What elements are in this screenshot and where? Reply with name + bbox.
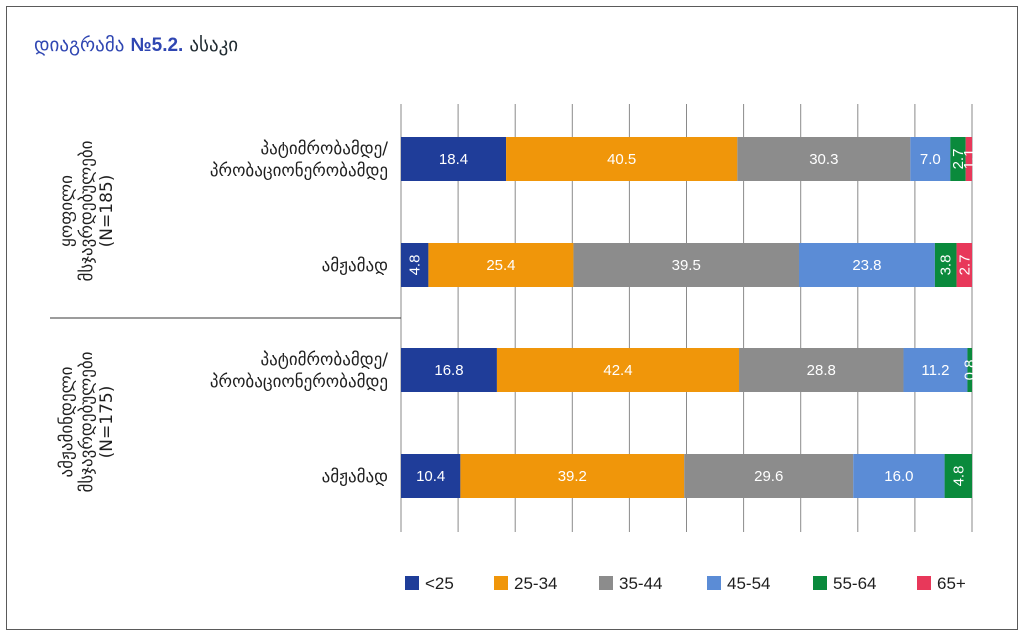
data-label: 40.5	[607, 151, 636, 168]
data-label: 11.2	[921, 362, 949, 379]
category-label: ამჟამად	[322, 256, 388, 276]
legend-label: 55-64	[833, 574, 876, 593]
bar-segment	[401, 137, 507, 181]
legend-label: 65+	[937, 574, 966, 593]
data-label: 3.8	[938, 255, 955, 276]
category-label: პატიმრობამდე/პრობაციონერობამდე	[210, 350, 388, 392]
category-label-line: პატიმრობამდე/	[260, 139, 388, 159]
bar-segment	[401, 348, 497, 392]
bar-segment	[401, 454, 461, 498]
title-text: ასაკი	[189, 34, 239, 56]
legend-label: <25	[425, 574, 454, 593]
bar-segment	[401, 243, 429, 287]
bar-segment	[684, 454, 854, 498]
category-label: პატიმრობამდე/პრობაციონერობამდე	[210, 139, 388, 181]
data-label: 25.4	[486, 257, 515, 274]
bar-segment	[853, 454, 945, 498]
group-label-line: ამჟამინდელი	[57, 367, 77, 478]
data-label: 42.4	[603, 362, 632, 379]
legend-swatch	[599, 576, 613, 590]
category-label-line: პრობაციონერობამდე	[210, 161, 388, 181]
bar-segment	[965, 137, 972, 181]
legend-label: 35-44	[619, 574, 662, 593]
legend-swatch	[494, 576, 508, 590]
group-label: ყოფილიმსჯავრდებულები(N=185)	[57, 141, 117, 282]
title-number: №5.2.	[130, 35, 184, 56]
bar-segment	[739, 348, 904, 392]
data-label: 39.5	[672, 257, 701, 274]
group-label-line: მსჯავრდებულები	[77, 352, 97, 493]
category-label: ამჟამად	[322, 467, 388, 487]
legend-label: 45-54	[727, 574, 770, 593]
data-label: 4.8	[950, 466, 967, 487]
group-label-line: (N=185)	[97, 175, 117, 248]
bar-segment	[903, 348, 968, 392]
data-label: 16.8	[434, 362, 463, 379]
title-prefix: დიაგრამა	[34, 34, 125, 56]
legend-swatch	[405, 576, 419, 590]
data-label: 2.7	[950, 149, 967, 170]
bar-segment	[428, 243, 574, 287]
data-label: 10.4	[416, 468, 445, 485]
bar-segment	[956, 243, 972, 287]
bar-segment	[967, 348, 972, 392]
bar-segment	[910, 137, 951, 181]
category-label-line: ამჟამად	[322, 467, 388, 487]
group-label-line: (N=175)	[97, 386, 117, 459]
data-label: 4.8	[407, 255, 424, 276]
category-label-line: პრობაციონერობამდე	[210, 372, 388, 392]
data-label: 2.7	[956, 255, 973, 276]
data-label: 39.2	[558, 468, 587, 485]
group-label-line: მსჯავრდებულები	[77, 141, 97, 282]
bar-segment	[950, 137, 966, 181]
data-label: 28.8	[807, 362, 836, 379]
category-label-line: ამჟამად	[322, 256, 388, 276]
data-label: 23.8	[852, 257, 881, 274]
legend-label: 25-34	[514, 574, 557, 593]
data-label: 29.6	[754, 468, 783, 485]
bar-segment	[506, 137, 738, 181]
bar-segment	[460, 454, 685, 498]
data-label: 18.4	[439, 151, 468, 168]
legend-swatch	[707, 576, 721, 590]
bar-segment	[944, 454, 972, 498]
bar-segment	[573, 243, 799, 287]
data-label: 1.1	[961, 149, 978, 170]
data-label: 0.8	[962, 360, 979, 381]
category-label-line: პატიმრობამდე/	[260, 350, 388, 370]
legend-swatch	[813, 576, 827, 590]
data-label: 7.0	[920, 151, 941, 168]
data-label: 30.3	[809, 151, 838, 168]
bar-segment	[934, 243, 957, 287]
bar-segment	[737, 137, 911, 181]
group-label: ამჟამინდელიმსჯავრდებულები(N=175)	[57, 352, 117, 493]
legend-swatch	[917, 576, 931, 590]
data-label: 16.0	[884, 468, 913, 485]
group-label-line: ყოფილი	[57, 175, 77, 247]
chart-title: დიაგრამა №5.2. ასაკი	[34, 34, 238, 57]
bar-segment	[798, 243, 935, 287]
bar-segment	[496, 348, 740, 392]
